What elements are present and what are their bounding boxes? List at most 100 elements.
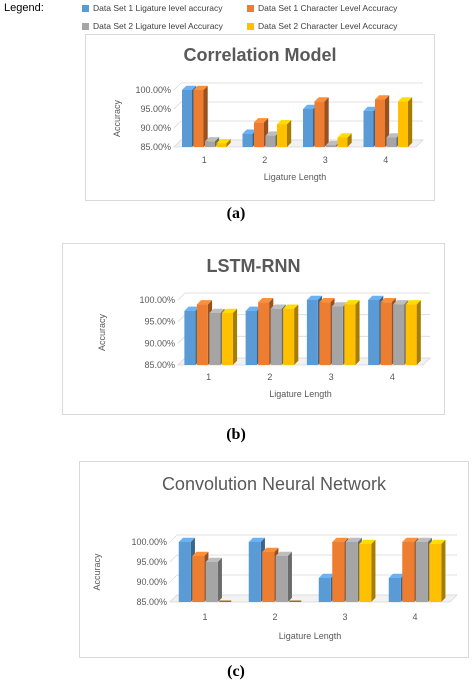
bar: [289, 600, 302, 602]
legend-label: Data Set 1 Ligature level accuracy: [93, 3, 223, 13]
bar-front: [193, 90, 204, 147]
bar-front: [182, 90, 192, 147]
y-axis-label: Accuracy: [97, 313, 107, 351]
legend-item-ds2-ligature: Data Set 2 Ligature level Accuracy: [82, 21, 223, 31]
bar-top: [319, 297, 335, 303]
bar-top: [178, 537, 195, 542]
bar-front: [393, 304, 405, 365]
bar-front: [363, 110, 374, 147]
bar-front: [368, 300, 380, 365]
bar-front: [303, 109, 313, 147]
bar-side: [215, 137, 220, 147]
bar-top: [306, 295, 323, 300]
bar-front: [405, 304, 417, 365]
bar-front: [262, 552, 275, 602]
bar-front: [216, 143, 227, 147]
bar: [375, 95, 390, 147]
bar-side: [371, 539, 376, 602]
bar: [193, 85, 208, 147]
bar-top: [205, 557, 222, 562]
bar-front: [429, 544, 442, 602]
y-tick-label: 85.00%: [136, 597, 167, 607]
y-tick-label: 90.00%: [144, 338, 175, 348]
chart-title: Correlation Model: [183, 45, 337, 65]
chart-title: LSTM-RNN: [206, 256, 301, 276]
bar-top: [375, 95, 390, 100]
x-tick-label: 3: [323, 155, 328, 165]
bar-top: [205, 137, 220, 142]
bar-top: [318, 573, 335, 578]
bar-front: [184, 310, 196, 365]
bar-top: [380, 297, 396, 303]
legend-label: Data Set 2 Character Level Accuracy: [258, 21, 398, 31]
bar-side: [416, 300, 421, 365]
legend-title: Legend:: [4, 2, 44, 14]
chart-caption-c: (c): [227, 663, 245, 680]
bar-front: [386, 137, 397, 147]
bar: [216, 139, 231, 147]
chart-correlation-model: 85.00% 90.00% 95.00% 100.00% 1 2 3 4 Ligature Le…: [112, 82, 424, 182]
bar-top: [429, 539, 446, 544]
bar-side: [226, 139, 231, 147]
bar-front: [318, 578, 331, 602]
bar-front: [277, 124, 287, 147]
legend-swatch: [247, 5, 254, 12]
bar-front: [344, 304, 356, 365]
bar-front: [221, 313, 233, 365]
chart-convolution-neural-network: 85.00% 90.00% 95.00% 100.00% 1 2 3 4 Ligature Le…: [92, 534, 458, 641]
y-tick-label: 100.00%: [135, 85, 171, 95]
bar-front: [289, 600, 302, 602]
bar-front: [258, 302, 270, 365]
gridline-depth: [177, 336, 186, 344]
x-axis-label: Ligature Length: [279, 631, 342, 641]
bar-top: [248, 537, 265, 542]
bar-front: [192, 556, 205, 602]
y-tick-label: 95.00%: [144, 317, 175, 327]
bar-front: [245, 310, 257, 365]
y-axis-label: Accuracy: [112, 99, 122, 137]
bar: [283, 304, 299, 365]
bar-front: [388, 578, 401, 602]
legend-swatch: [82, 23, 89, 30]
bar-front: [337, 137, 348, 147]
bar-front: [205, 141, 215, 147]
bar-front: [283, 308, 295, 365]
bar-front: [402, 542, 415, 602]
bar-front: [332, 542, 345, 602]
bar-front: [275, 556, 288, 602]
gridline-depth: [177, 292, 186, 301]
legend-label: Data Set 2 Ligature level Accuracy: [93, 21, 223, 31]
bar-front: [415, 542, 428, 602]
bar-top: [393, 300, 409, 305]
bar-top: [258, 297, 274, 303]
x-tick-label: 2: [267, 372, 272, 382]
bar-side: [217, 557, 222, 602]
y-tick-label: 90.00%: [136, 577, 167, 587]
bar-front: [345, 542, 358, 602]
x-tick-label: 4: [412, 612, 417, 622]
bar-top: [359, 539, 376, 544]
bar-front: [375, 99, 385, 147]
bar-top: [182, 85, 197, 90]
chart-panel-correlation: Correlation Model 85.00% 90.00% 95.00% 100.…: [85, 34, 435, 201]
bar-front: [270, 308, 282, 365]
bar-front: [380, 302, 392, 365]
bar-top: [303, 104, 318, 109]
bar-front: [248, 542, 261, 602]
bar-top: [398, 97, 413, 102]
bar-side: [324, 97, 329, 147]
bar: [359, 539, 376, 602]
legend-label: Data Set 1 Character Level Accuracy: [258, 3, 398, 13]
bar: [405, 300, 421, 365]
bar-top: [337, 133, 352, 138]
bar-front: [178, 542, 191, 602]
bar-top: [192, 551, 209, 556]
bar-top: [270, 304, 286, 309]
bar-front: [205, 562, 218, 602]
bar: [275, 551, 292, 602]
y-tick-label: 85.00%: [144, 360, 175, 370]
bar: [429, 539, 446, 602]
y-tick-label: 90.00%: [140, 123, 171, 133]
bar: [398, 97, 413, 147]
chart-caption-b: (b): [226, 426, 246, 443]
